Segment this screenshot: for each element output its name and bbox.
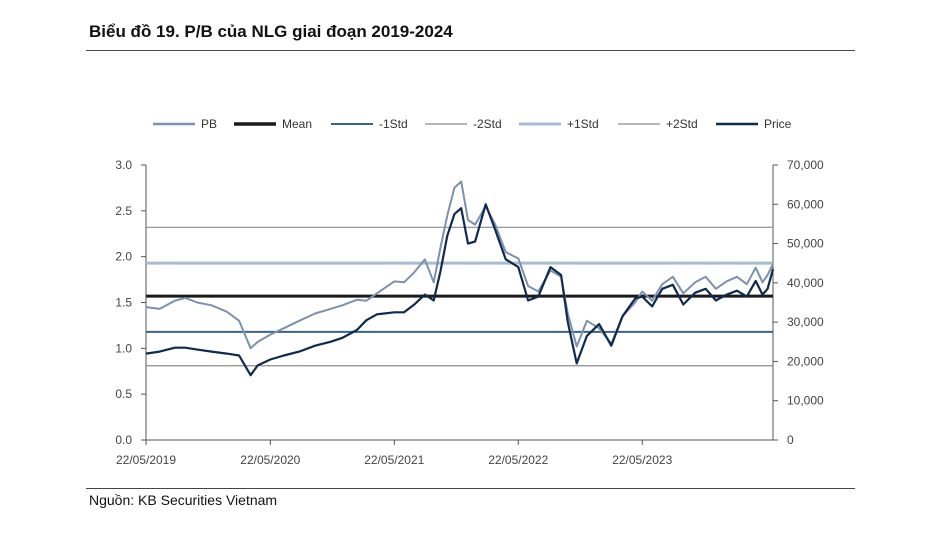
legend-label: -1Std xyxy=(379,117,408,131)
top-rule xyxy=(86,50,855,51)
left-tick-label: 1.0 xyxy=(115,341,132,355)
right-tick-label: 50,000 xyxy=(787,237,824,251)
legend: PB Mean -1Std -2Std +1Std +2Std Price xyxy=(153,117,792,131)
left-tick-label: 0.5 xyxy=(115,387,132,401)
price-series-line xyxy=(145,203,775,377)
axes: 0.0 0.5 1.0 1.5 2.0 2.5 3.0 0 10,000 20,000 30,000… xyxy=(115,158,824,467)
x-tick-label: 22/05/2020 xyxy=(240,453,300,467)
left-tick-label: 2.0 xyxy=(115,250,132,264)
left-tick-label: 1.5 xyxy=(115,296,132,310)
left-tick-label: 0.0 xyxy=(115,433,132,447)
right-tick-label: 20,000 xyxy=(787,354,824,368)
legend-label: +2Std xyxy=(666,117,698,131)
bottom-rule xyxy=(86,488,855,489)
series-lines xyxy=(145,180,775,377)
std-bands xyxy=(146,226,773,367)
x-tick-label: 22/05/2021 xyxy=(364,453,424,467)
right-tick-label: 40,000 xyxy=(787,276,824,290)
x-tick-label: 22/05/2019 xyxy=(116,453,176,467)
legend-label: PB xyxy=(201,117,217,131)
legend-label: Price xyxy=(764,117,792,131)
legend-label: -2Std xyxy=(473,117,502,131)
chart-title: Biểu đồ 19. P/B của NLG giai đoạn 2019-2… xyxy=(89,22,453,41)
right-tick-label: 60,000 xyxy=(787,197,824,211)
legend-label: Mean xyxy=(282,117,312,131)
right-tick-label: 10,000 xyxy=(787,394,824,408)
legend-label: +1Std xyxy=(567,117,599,131)
right-tick-label: 0 xyxy=(787,433,794,447)
left-tick-label: 3.0 xyxy=(115,158,132,172)
left-tick-label: 2.5 xyxy=(115,204,132,218)
right-tick-label: 30,000 xyxy=(787,315,824,329)
x-tick-label: 22/05/2022 xyxy=(488,453,548,467)
right-tick-label: 70,000 xyxy=(787,158,824,172)
source-note: Nguồn: KB Securities Vietnam xyxy=(89,492,278,508)
pb-series-line xyxy=(145,180,774,350)
x-tick-label: 22/05/2023 xyxy=(612,453,672,467)
